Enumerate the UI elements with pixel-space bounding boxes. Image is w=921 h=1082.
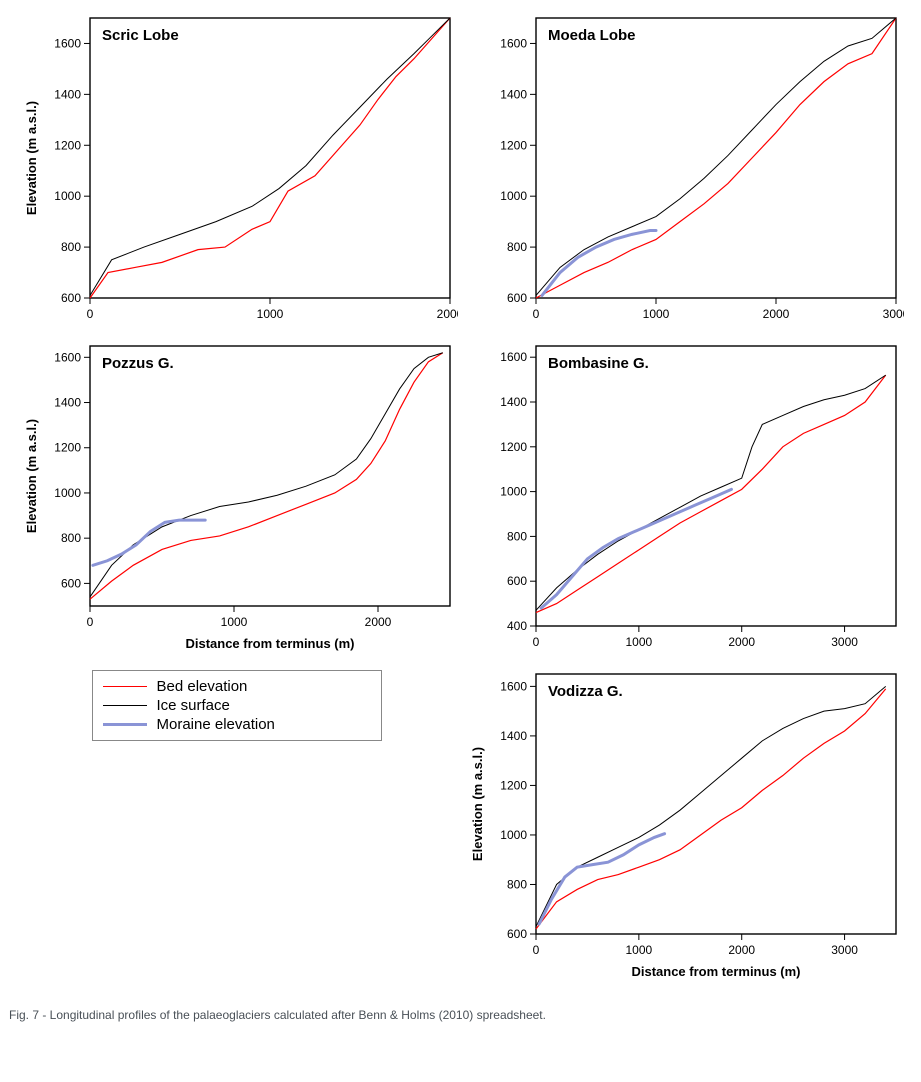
chart-moeda: 600 800 1000 1200 1400 1600 0 1000 2000 3000 Moeda… [464, 10, 904, 330]
svg-text:1200: 1200 [500, 138, 527, 152]
legend: Bed elevation Ice surface Moraine elevat… [92, 670, 382, 741]
legend-swatch-bed [103, 686, 147, 687]
chart-vodizza: 600 800 1000 1200 1400 1600 0 1000 2000 3000 Vodiz… [464, 666, 904, 986]
svg-text:1200: 1200 [54, 138, 81, 152]
chart-pozzus: 600 800 1000 1200 1400 1600 0 1000 2000 Pozzus G.… [18, 338, 458, 658]
svg-text:0: 0 [86, 615, 93, 629]
svg-text:1000: 1000 [500, 485, 527, 499]
svg-text:600: 600 [506, 291, 526, 305]
svg-text:1200: 1200 [500, 778, 527, 792]
chart-grid: 600 800 1000 1200 1400 1600 0 1000 2000 Scric Lob… [5, 10, 916, 986]
legend-item-moraine: Moraine elevation [103, 715, 371, 734]
svg-text:Distance from terminus (m): Distance from terminus (m) [185, 636, 354, 651]
svg-text:1400: 1400 [54, 396, 81, 410]
svg-text:1000: 1000 [54, 486, 81, 500]
svg-text:1400: 1400 [54, 87, 81, 101]
svg-text:1200: 1200 [54, 441, 81, 455]
svg-text:Elevation (m a.s.l.): Elevation (m a.s.l.) [470, 747, 485, 861]
svg-text:1000: 1000 [625, 635, 652, 649]
svg-text:1600: 1600 [500, 679, 527, 693]
svg-text:0: 0 [532, 943, 539, 957]
legend-and-spacer: Bed elevation Ice surface Moraine elevat… [18, 666, 458, 986]
svg-text:1600: 1600 [500, 350, 527, 364]
svg-text:3000: 3000 [831, 943, 858, 957]
svg-text:1200: 1200 [500, 440, 527, 454]
svg-text:400: 400 [506, 619, 526, 633]
svg-text:1600: 1600 [54, 350, 81, 364]
svg-text:1600: 1600 [500, 36, 527, 50]
svg-text:800: 800 [506, 240, 526, 254]
legend-swatch-ice [103, 705, 147, 706]
svg-text:800: 800 [60, 531, 80, 545]
svg-text:800: 800 [506, 529, 526, 543]
svg-text:600: 600 [60, 291, 80, 305]
svg-text:600: 600 [60, 576, 80, 590]
svg-text:Elevation (m a.s.l.): Elevation (m a.s.l.) [24, 101, 39, 215]
svg-text:600: 600 [506, 927, 526, 941]
legend-label-moraine: Moraine elevation [157, 716, 275, 733]
svg-text:1400: 1400 [500, 87, 527, 101]
legend-label-bed: Bed elevation [157, 678, 248, 695]
svg-text:Vodizza G.: Vodizza G. [548, 683, 623, 700]
svg-text:2000: 2000 [728, 943, 755, 957]
chart-bombasine: 400 600 800 1000 1200 1400 1600 0 1000 2000 3000 Bo… [464, 338, 904, 658]
svg-text:1000: 1000 [256, 307, 283, 321]
svg-text:1000: 1000 [625, 943, 652, 957]
svg-text:3000: 3000 [831, 635, 858, 649]
legend-label-ice: Ice surface [157, 697, 230, 714]
svg-text:1000: 1000 [54, 189, 81, 203]
svg-text:Bombasine G.: Bombasine G. [548, 355, 649, 372]
svg-text:Elevation (m a.s.l.): Elevation (m a.s.l.) [24, 419, 39, 533]
svg-text:0: 0 [532, 635, 539, 649]
figure-caption: Fig. 7 - Longitudinal profiles of the pa… [9, 1008, 916, 1022]
svg-text:Distance from terminus (m): Distance from terminus (m) [631, 964, 800, 979]
svg-text:2000: 2000 [762, 307, 789, 321]
legend-swatch-moraine [103, 723, 147, 726]
svg-text:1600: 1600 [54, 36, 81, 50]
svg-text:1000: 1000 [500, 189, 527, 203]
svg-text:0: 0 [86, 307, 93, 321]
svg-text:1400: 1400 [500, 729, 527, 743]
svg-text:Scric Lobe: Scric Lobe [102, 27, 179, 44]
svg-text:1000: 1000 [642, 307, 669, 321]
svg-text:1000: 1000 [500, 828, 527, 842]
svg-text:Pozzus G.: Pozzus G. [102, 355, 174, 372]
svg-text:2000: 2000 [436, 307, 457, 321]
svg-text:800: 800 [506, 877, 526, 891]
legend-item-ice: Ice surface [103, 696, 371, 715]
svg-text:3000: 3000 [882, 307, 903, 321]
svg-text:2000: 2000 [364, 615, 391, 629]
svg-text:600: 600 [506, 574, 526, 588]
chart-scric: 600 800 1000 1200 1400 1600 0 1000 2000 Scric Lob… [18, 10, 458, 330]
legend-item-bed: Bed elevation [103, 677, 371, 696]
svg-text:0: 0 [532, 307, 539, 321]
svg-text:1000: 1000 [220, 615, 247, 629]
svg-text:800: 800 [60, 240, 80, 254]
svg-text:Moeda Lobe: Moeda Lobe [548, 27, 636, 44]
svg-text:1400: 1400 [500, 395, 527, 409]
svg-text:2000: 2000 [728, 635, 755, 649]
